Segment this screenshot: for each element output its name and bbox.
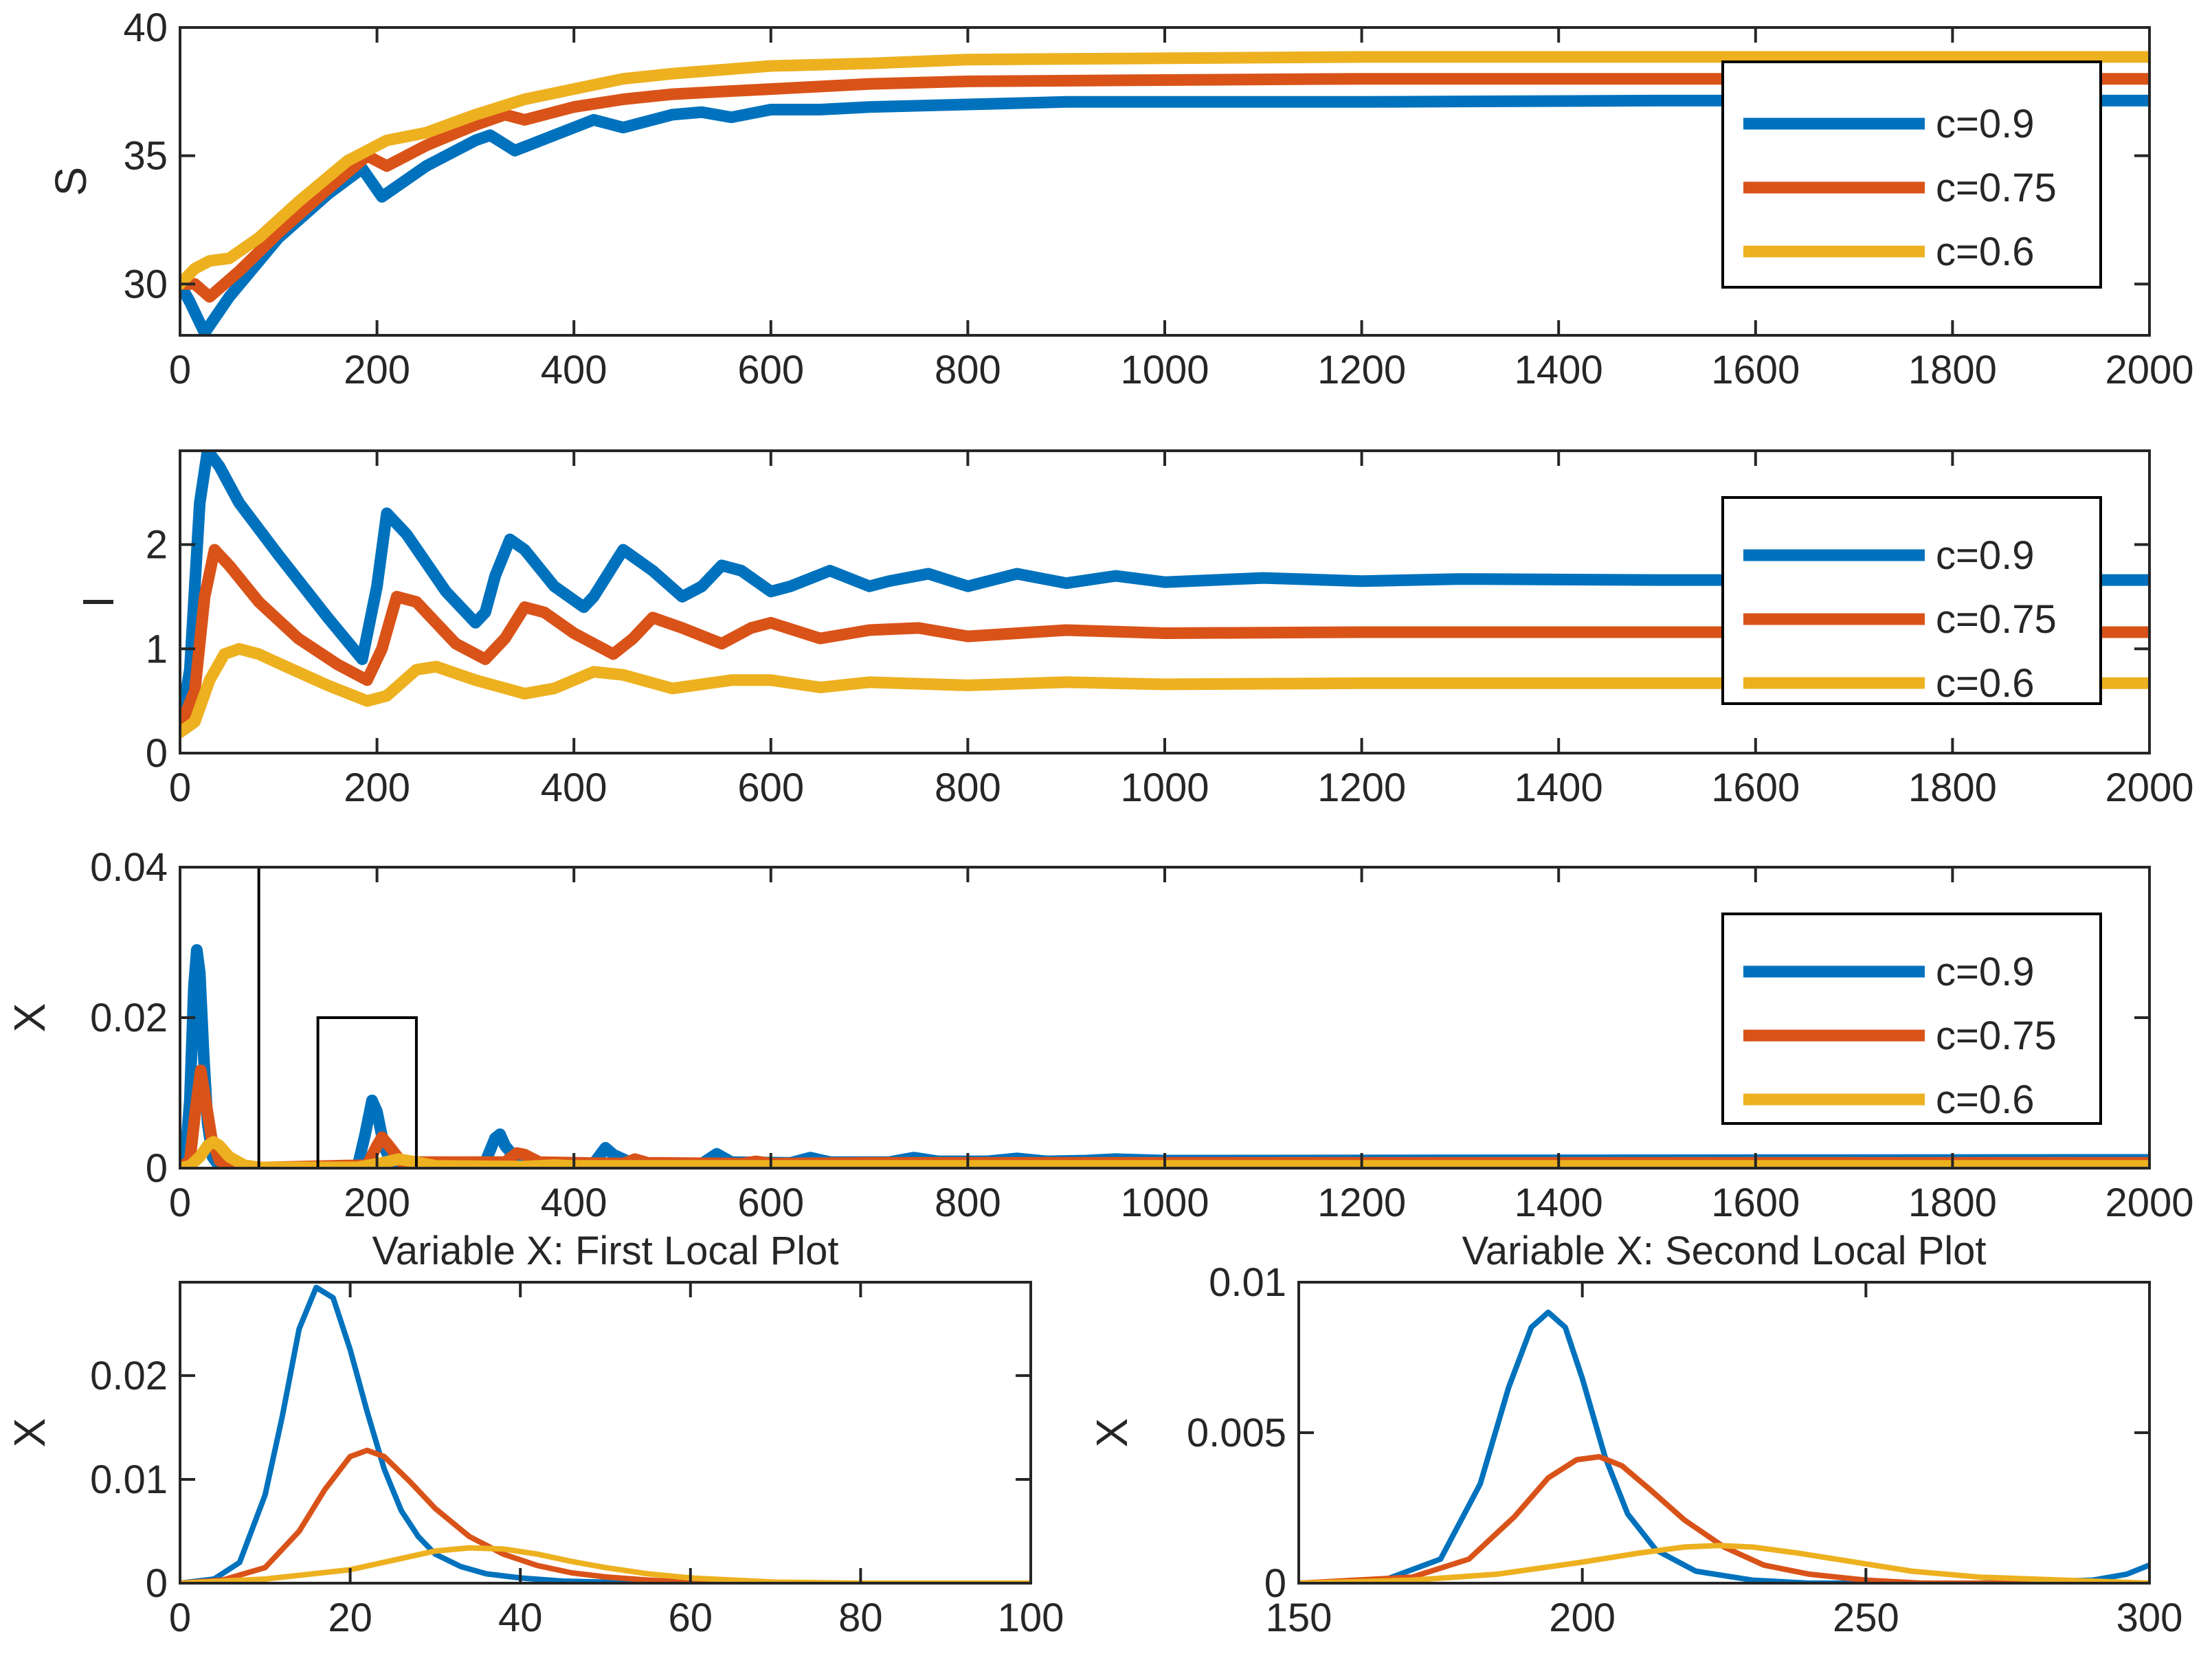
y-axis-label: X — [1087, 1418, 1137, 1448]
legend-box — [1721, 496, 2102, 705]
x-tick-label: 1800 — [1908, 765, 1997, 810]
x-tick-label: 40 — [498, 1596, 543, 1640]
x-tick-label: 1000 — [1120, 348, 1209, 392]
x-tick-label: 1400 — [1515, 348, 1603, 392]
x-tick-label: 1400 — [1515, 765, 1603, 810]
x-tick-label: 1000 — [1120, 1181, 1209, 1225]
x-tick-label: 1000 — [1120, 765, 1209, 810]
chart-X-local-2: 150 200 250 300 0 0.005 0.01 X Variable X: Secon… — [1087, 1229, 2182, 1640]
x-tick-label: 200 — [344, 765, 410, 810]
y-axis-label: X — [5, 1003, 54, 1033]
y-tick-label: 0.02 — [90, 996, 168, 1040]
x-tick-label: 0 — [169, 1596, 191, 1640]
x-tick-label: 2000 — [2105, 765, 2193, 810]
chart-I: 0 200 400 600 800 1000 1200 1400 1600 1800 2000 0 1 2… — [74, 449, 2194, 810]
x-tick-label: 200 — [344, 1181, 410, 1225]
series-line-c=0.75 — [1299, 1454, 2149, 1583]
legend-entry-label: c=0.9 — [1936, 533, 2035, 578]
legend-entry-label: c=0.75 — [1936, 166, 2057, 210]
x-tick-label: 1800 — [1908, 348, 1997, 392]
x-tick-label: 2000 — [2105, 1181, 2193, 1225]
chart-S: 0 200 400 600 800 1000 1200 1400 1600 1800 2000 30 3… — [46, 5, 2194, 392]
x-tick-label: 100 — [998, 1596, 1064, 1640]
x-tick-label: 400 — [541, 348, 607, 392]
y-tick-label: 0.01 — [1209, 1260, 1286, 1305]
series-line-c=0.6 — [180, 1545, 1031, 1583]
y-axis-label: X — [5, 1418, 54, 1448]
plot-area — [180, 1282, 1031, 1583]
series-line-c=0.75 — [180, 73, 2149, 303]
x-tick-label: 150 — [1266, 1596, 1332, 1640]
series-line-c=0.75 — [180, 544, 2149, 733]
y-axis-label: S — [46, 167, 96, 197]
x-tick-label: 1200 — [1317, 1181, 1406, 1225]
legend-box — [1721, 913, 2102, 1125]
x-tick-label: 200 — [344, 348, 410, 392]
plot-area — [1299, 1282, 2149, 1583]
x-tick-label: 0 — [169, 348, 191, 392]
series-line-c=0.6 — [1299, 1543, 2149, 1583]
x-tick-label: 1200 — [1317, 765, 1406, 810]
chart-X: 0 200 400 600 800 1000 1200 1400 1600 1800 2000 0 0.… — [5, 845, 2194, 1225]
x-tick-label: 800 — [935, 1181, 1001, 1225]
y-tick-label: 0.01 — [90, 1457, 168, 1502]
x-tick-label: 250 — [1833, 1596, 1899, 1640]
y-tick-label: 0.005 — [1187, 1411, 1286, 1455]
legend-entry-label: c=0.75 — [1936, 1014, 2057, 1058]
legend-entry-label: c=0.6 — [1936, 230, 2035, 274]
series-line-c=0.9 — [180, 451, 2149, 733]
x-tick-label: 1600 — [1711, 348, 1800, 392]
x-tick-label: 600 — [737, 1181, 804, 1225]
series-line-c=0.9 — [1299, 1309, 2149, 1583]
x-tick-label: 0 — [169, 1181, 191, 1225]
legend-entry-label: c=0.6 — [1936, 661, 2035, 706]
series-line-c=0.75 — [180, 1447, 1031, 1583]
series-line-c=0.6 — [180, 642, 2149, 739]
y-tick-label: 35 — [123, 134, 168, 179]
x-tick-label: 1200 — [1317, 348, 1406, 392]
axes-frame — [179, 1281, 1032, 1585]
y-tick-label: 0.04 — [90, 845, 168, 890]
x-tick-label: 2000 — [2105, 348, 2193, 392]
chart-title: Variable X: Second Local Plot — [1462, 1229, 1986, 1273]
series-line-c=0.6 — [180, 51, 2149, 290]
legend-entry-label: c=0.6 — [1936, 1077, 2035, 1122]
legend-entry-label: c=0.9 — [1936, 102, 2035, 146]
x-tick-label: 800 — [935, 348, 1001, 392]
x-tick-label: 0 — [169, 765, 191, 810]
legend: c=0.9 c=0.75 c=0.6 — [1721, 496, 2102, 706]
x-tick-label: 60 — [669, 1596, 713, 1640]
chart-title: Variable X: First Local Plot — [372, 1229, 838, 1273]
legend-entry-label: c=0.75 — [1936, 597, 2057, 642]
y-tick-label: 2 — [146, 523, 168, 568]
x-tick-label: 800 — [935, 765, 1001, 810]
legend: c=0.9 c=0.75 c=0.6 — [1721, 913, 2102, 1125]
x-tick-label: 1600 — [1711, 1181, 1800, 1225]
x-tick-label: 400 — [541, 1181, 607, 1225]
y-tick-label: 0 — [146, 1561, 168, 1606]
x-tick-label: 400 — [541, 765, 607, 810]
y-tick-label: 1 — [146, 627, 168, 671]
x-tick-label: 300 — [2116, 1596, 2183, 1640]
series-line-c=0.9 — [180, 1284, 1031, 1583]
y-tick-label: 0 — [146, 1146, 168, 1191]
y-axis-label: I — [74, 596, 123, 608]
x-tick-label: 1800 — [1908, 1181, 1997, 1225]
x-tick-label: 200 — [1549, 1596, 1616, 1640]
x-tick-label: 1600 — [1711, 765, 1800, 810]
legend-entry-label: c=0.9 — [1936, 950, 2035, 994]
x-tick-label: 20 — [328, 1596, 372, 1640]
legend: c=0.9 c=0.75 c=0.6 — [1721, 60, 2102, 289]
chart-X-local-1: 0 20 40 60 80 100 0 0.01 0.02 X Variable X: First … — [5, 1229, 1064, 1640]
y-tick-label: 0.02 — [90, 1354, 168, 1398]
x-tick-label: 80 — [838, 1596, 883, 1640]
x-tick-label: 600 — [737, 348, 804, 392]
y-tick-label: 40 — [123, 5, 168, 50]
x-tick-label: 600 — [737, 765, 804, 810]
y-tick-label: 0 — [146, 731, 168, 776]
x-tick-label: 1400 — [1515, 1181, 1603, 1225]
y-tick-label: 30 — [123, 262, 168, 306]
y-tick-label: 0 — [1264, 1561, 1286, 1606]
